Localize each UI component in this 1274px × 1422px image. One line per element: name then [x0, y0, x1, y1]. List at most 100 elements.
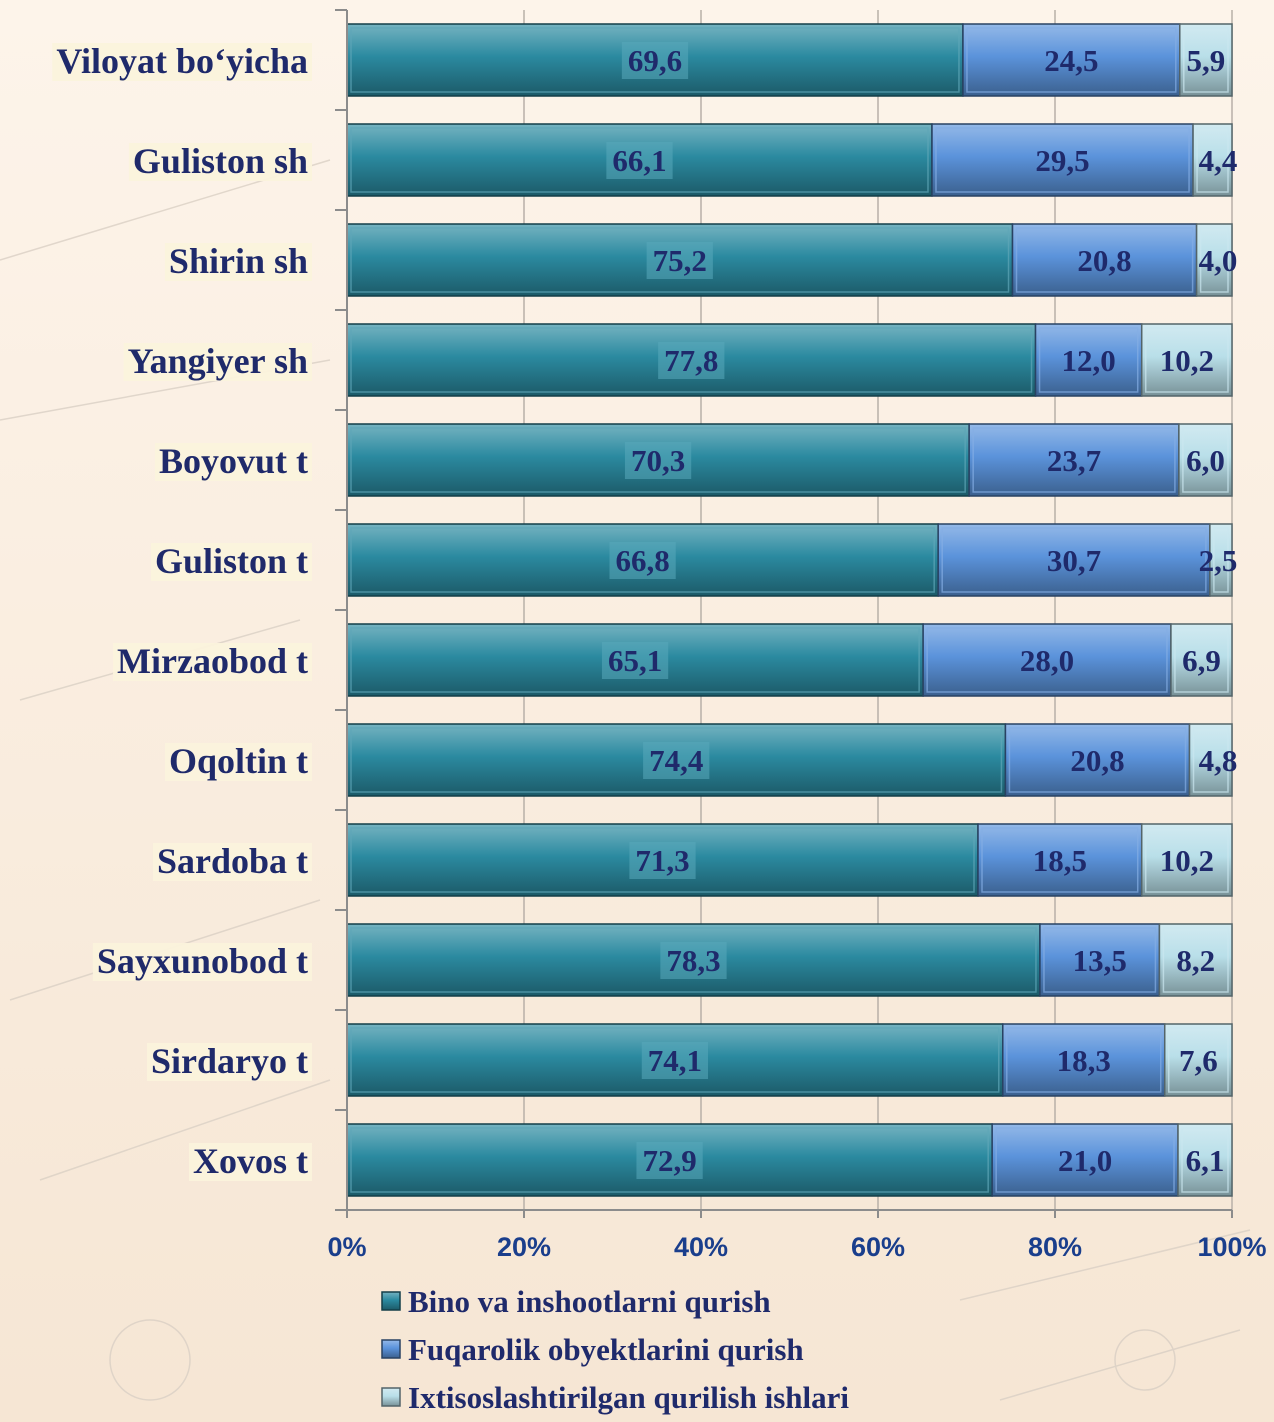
category-label-highlight — [164, 243, 312, 281]
bar-segment — [931, 123, 1194, 197]
legend-swatch — [381, 1339, 401, 1359]
category-label: Boyovut t — [159, 441, 308, 481]
data-label: 5,9 — [1187, 43, 1226, 78]
bar-bevel — [350, 327, 1033, 393]
data-label: 74,4 — [649, 743, 703, 778]
data-label-highlight — [641, 1042, 709, 1079]
bar-bevel — [1008, 727, 1187, 793]
bar-bevel — [926, 627, 1168, 693]
data-label: 6,9 — [1182, 643, 1221, 678]
category-label-highlight — [147, 1043, 313, 1081]
bar-segment — [1178, 423, 1233, 497]
x-tick-label: 80% — [1028, 1232, 1082, 1262]
bar-bevel — [1213, 527, 1229, 593]
data-label: 29,5 — [1035, 143, 1089, 178]
bar-segment — [1039, 923, 1161, 997]
bar-bevel — [1199, 227, 1229, 293]
data-label: 7,6 — [1179, 1043, 1218, 1078]
category-label: Shirin sh — [169, 241, 308, 281]
category-label: Yangiyer sh — [128, 341, 308, 381]
bar-bevel — [1192, 727, 1229, 793]
data-label-highlight — [601, 642, 669, 679]
bar-segment — [1209, 523, 1233, 597]
bar-bevel — [350, 527, 935, 593]
category-label-highlight — [164, 743, 313, 781]
category-label: Guliston sh — [133, 141, 308, 181]
bar-segment — [1170, 623, 1233, 697]
x-tick-label: 40% — [674, 1232, 728, 1262]
bar-bevel — [350, 827, 975, 893]
data-label: 74,1 — [648, 1043, 702, 1078]
data-label: 28,0 — [1020, 643, 1074, 678]
data-label: 6,0 — [1186, 443, 1225, 478]
bar-bevel — [350, 627, 920, 693]
data-label: 4,0 — [1199, 243, 1238, 278]
data-label: 75,2 — [653, 243, 707, 278]
bar-segment — [1163, 1023, 1233, 1097]
bar-segment — [1002, 1023, 1166, 1097]
data-label: 18,5 — [1033, 843, 1087, 878]
data-label-highlight — [660, 942, 727, 979]
background-decoration — [0, 159, 1251, 1401]
bar-segment — [962, 23, 1181, 97]
data-label: 6,1 — [1186, 1143, 1225, 1178]
data-label: 78,3 — [666, 943, 720, 978]
bar-segment — [1140, 323, 1233, 397]
legend-swatch — [381, 1387, 401, 1407]
data-label: 20,8 — [1077, 243, 1131, 278]
legend-entry: Bino va inshootlarni qurish — [408, 1284, 771, 1319]
bar-segment — [922, 623, 1172, 697]
category-label-highlight — [189, 1143, 313, 1181]
bar-bevel — [1196, 127, 1229, 193]
bar-bevel — [1182, 427, 1229, 493]
data-label-highlight — [606, 142, 673, 179]
data-label-highlight — [609, 542, 676, 579]
category-label: Sayxunobod t — [97, 941, 308, 981]
data-label: 18,3 — [1057, 1043, 1111, 1078]
bar-bevel — [350, 227, 1010, 293]
x-tick-label: 0% — [327, 1232, 366, 1262]
bar-bevel — [1174, 627, 1229, 693]
data-label: 4,4 — [1199, 143, 1238, 178]
bar-bevel — [1043, 927, 1157, 993]
category-label-highlight — [113, 643, 313, 681]
bar-segment — [1177, 1123, 1233, 1197]
category-label: Guliston t — [155, 541, 308, 581]
data-label-highlight — [629, 842, 696, 879]
axes: 0% 20% 40% 60% 80% 100% Viloyat bo‘yicha Gulist… — [52, 9, 1267, 1262]
bar-segment — [937, 523, 1211, 597]
data-label: 4,8 — [1199, 743, 1238, 778]
data-label: 72,9 — [642, 1143, 696, 1178]
x-tick-label: 20% — [497, 1232, 551, 1262]
category-label-highlight — [150, 543, 312, 581]
category-label: Oqoltin t — [169, 741, 308, 781]
bar-segment — [1158, 923, 1233, 997]
bar-segment — [1004, 723, 1191, 797]
bar-segment — [1034, 323, 1143, 397]
bar-bevel — [1162, 927, 1229, 993]
bar-bevel — [1144, 827, 1229, 893]
legend-entry: Fuqarolik obyektlarini qurish — [408, 1332, 804, 1367]
bar-bevel — [350, 927, 1037, 993]
data-label: 69,6 — [628, 43, 682, 78]
data-label: 10,2 — [1160, 343, 1214, 378]
data-label: 66,1 — [612, 143, 666, 178]
category-label-highlight — [52, 43, 312, 81]
data-label: 77,8 — [664, 343, 718, 378]
category-label: Mirzaobod t — [117, 641, 308, 681]
data-label: 65,1 — [608, 643, 662, 678]
category-label: Xovos t — [193, 1141, 308, 1181]
bar-bevel — [941, 527, 1207, 593]
bar-bevel — [981, 827, 1139, 893]
data-label: 20,8 — [1070, 743, 1124, 778]
bar-bevel — [1006, 1027, 1162, 1093]
category-label-highlight — [152, 843, 313, 881]
category-label-highlight — [123, 343, 312, 381]
bar-bevel — [1183, 27, 1229, 93]
legend: Bino va inshootlarni qurish Fuqarolik oby… — [381, 1284, 849, 1415]
x-tick-label: 100% — [1197, 1232, 1266, 1262]
data-label: 30,7 — [1047, 543, 1101, 578]
data-label-highlight — [658, 342, 725, 379]
category-label-highlight — [154, 443, 313, 481]
